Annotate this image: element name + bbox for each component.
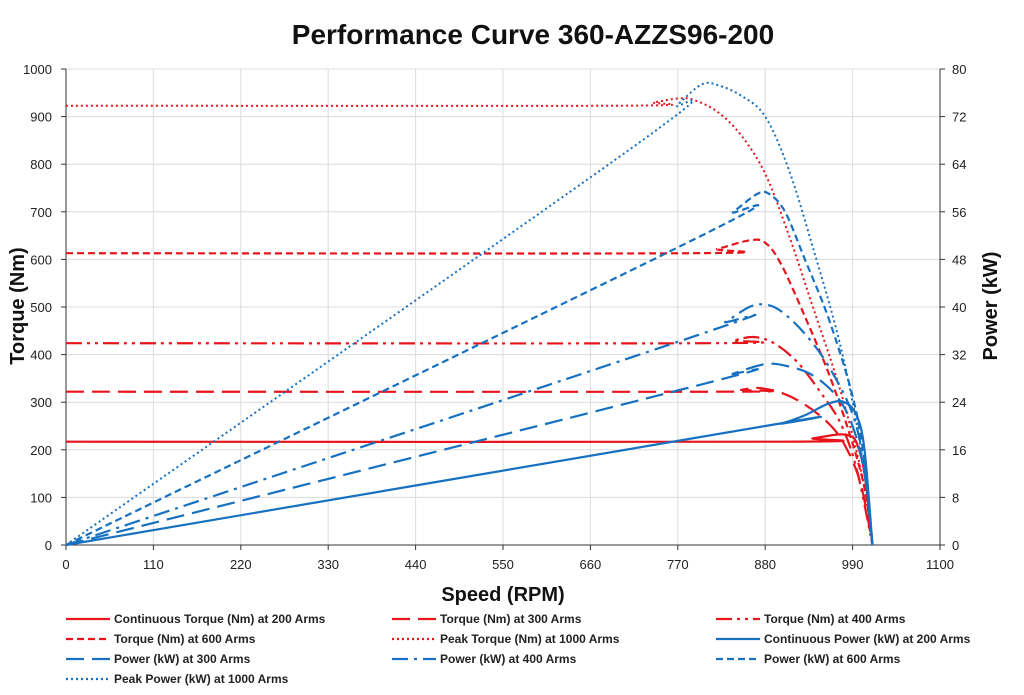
y-left-tick-label: 0: [45, 538, 52, 553]
legend-item: Power (kW) at 400 Arms: [392, 652, 577, 666]
x-tick-label: 880: [754, 557, 776, 572]
y-right-tick-label: 24: [952, 395, 966, 410]
y-left-tick-label: 300: [30, 395, 52, 410]
y-right-tick-label: 16: [952, 443, 966, 458]
chart-title: Performance Curve 360-AZZS96-200: [292, 19, 774, 50]
y-right-tick-label: 56: [952, 205, 966, 220]
axes: 0 110 220 330 440 550 660 770 880 990 110001002003…: [23, 62, 966, 572]
legend-item: Torque (Nm) at 400 Arms: [716, 612, 906, 626]
legend-item: Peak Torque (Nm) at 1000 Arms: [392, 632, 620, 646]
series-line-7: [65, 362, 874, 547]
legend-label: Torque (Nm) at 400 Arms: [764, 612, 906, 626]
x-tick-label: 770: [667, 557, 689, 572]
x-tick-label: 440: [405, 557, 427, 572]
legend-label: Torque (Nm) at 600 Arms: [114, 632, 256, 646]
legend-label: Torque (Nm) at 300 Arms: [440, 612, 582, 626]
y-left-tick-label: 500: [30, 300, 52, 315]
y-left-tick-label: 700: [30, 205, 52, 220]
y-left-tick-label: 600: [30, 252, 52, 267]
legend-label: Power (kW) at 600 Arms: [764, 652, 901, 666]
series-line-9: [65, 190, 874, 546]
y-left-tick-label: 100: [30, 490, 52, 505]
y-left-tick-label: 400: [30, 348, 52, 363]
legend-item: Power (kW) at 600 Arms: [716, 652, 901, 666]
x-tick-label: 1100: [926, 557, 954, 572]
legend-label: Peak Power (kW) at 1000 Arms: [114, 672, 289, 686]
x-tick-label: 0: [62, 557, 69, 572]
x-tick-label: 660: [580, 557, 602, 572]
y-left-tick-label: 800: [30, 157, 52, 172]
series-line-6: [65, 400, 874, 547]
legend-item: Continuous Power (kW) at 200 Arms: [716, 632, 971, 646]
y-left-tick-label: 200: [30, 443, 52, 458]
x-axis-title: Speed (RPM): [441, 584, 564, 606]
legend-label: Continuous Torque (Nm) at 200 Arms: [114, 612, 326, 626]
legend-item: Torque (Nm) at 300 Arms: [392, 612, 582, 626]
x-tick-label: 220: [230, 557, 252, 572]
y-right-tick-label: 32: [952, 348, 966, 363]
series-line-10: [65, 81, 874, 546]
x-tick-label: 330: [317, 557, 339, 572]
y-left-tick-label: 1000: [23, 62, 52, 77]
y-axis-right-title: Power (kW): [980, 252, 1002, 361]
y-right-tick-label: 64: [952, 157, 966, 172]
series-line-4: [65, 238, 874, 546]
legend-label: Power (kW) at 300 Arms: [114, 652, 251, 666]
y-right-tick-label: 0: [952, 538, 959, 553]
series-lines: [65, 81, 874, 547]
series-line-1: [65, 433, 874, 546]
legend-item: Peak Power (kW) at 1000 Arms: [66, 672, 289, 686]
y-right-tick-label: 72: [952, 110, 966, 125]
x-tick-label: 990: [842, 557, 864, 572]
y-right-tick-label: 48: [952, 252, 966, 267]
y-right-tick-label: 40: [952, 300, 966, 315]
legend-item: Continuous Torque (Nm) at 200 Arms: [66, 612, 326, 626]
series-line-5: [65, 97, 874, 546]
legend-label: Continuous Power (kW) at 200 Arms: [764, 632, 971, 646]
x-tick-label: 550: [492, 557, 514, 572]
legend-label: Peak Torque (Nm) at 1000 Arms: [440, 632, 620, 646]
series-line-3: [65, 335, 874, 546]
y-right-tick-label: 8: [952, 490, 959, 505]
y-right-tick-label: 80: [952, 62, 966, 77]
series-line-8: [65, 303, 874, 547]
series-line-2: [65, 386, 874, 546]
grid-lines: [66, 68, 940, 545]
legend-label: Power (kW) at 400 Arms: [440, 652, 577, 666]
legend-item: Power (kW) at 300 Arms: [66, 652, 251, 666]
legend-item: Torque (Nm) at 600 Arms: [66, 632, 256, 646]
y-axis-left-title: Torque (Nm): [7, 247, 29, 364]
y-left-tick-label: 900: [30, 110, 52, 125]
x-tick-label: 110: [143, 557, 164, 572]
legend: Continuous Torque (Nm) at 200 Arms Torque…: [66, 612, 971, 686]
